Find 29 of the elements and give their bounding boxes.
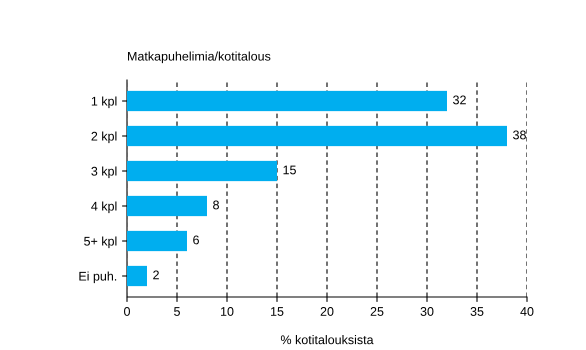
data-label: 38 — [513, 130, 526, 140]
x-tick-label: 40 — [520, 307, 534, 316]
y-tick-label: 5+ kpl — [84, 236, 116, 248]
x-tick-label: 25 — [370, 307, 384, 316]
bar — [127, 266, 147, 286]
data-label: 32 — [453, 96, 466, 104]
data-label: 2 — [153, 270, 159, 280]
x-axis-title: % kotitalouksista — [280, 335, 374, 344]
x-tick-label: 30 — [420, 307, 434, 316]
bar — [127, 230, 187, 252]
x-tick-label: 10 — [221, 307, 234, 316]
y-tick-label: 3 kpl — [91, 166, 116, 178]
x-tick-label: 0 — [124, 307, 130, 316]
y-tick-label: 2 kpl — [92, 131, 116, 144]
y-tick-label: Ei puh. — [79, 271, 116, 284]
y-tick-label: 1 kpl — [92, 96, 116, 108]
y-tick-label: 4 kpl — [91, 201, 116, 214]
bar — [127, 90, 447, 112]
bar — [127, 196, 207, 216]
x-tick-label: 15 — [271, 307, 284, 316]
bar — [127, 160, 277, 182]
x-tick-label: 20 — [320, 307, 334, 316]
data-label: 8 — [213, 200, 219, 210]
bar — [127, 126, 507, 146]
x-tick-label: 5 — [174, 307, 180, 316]
chart-title: Matkapuhelimia/kotitalous — [128, 51, 270, 64]
data-label: 6 — [193, 236, 199, 244]
x-tick-label: 35 — [470, 307, 484, 316]
data-label: 15 — [284, 166, 296, 174]
